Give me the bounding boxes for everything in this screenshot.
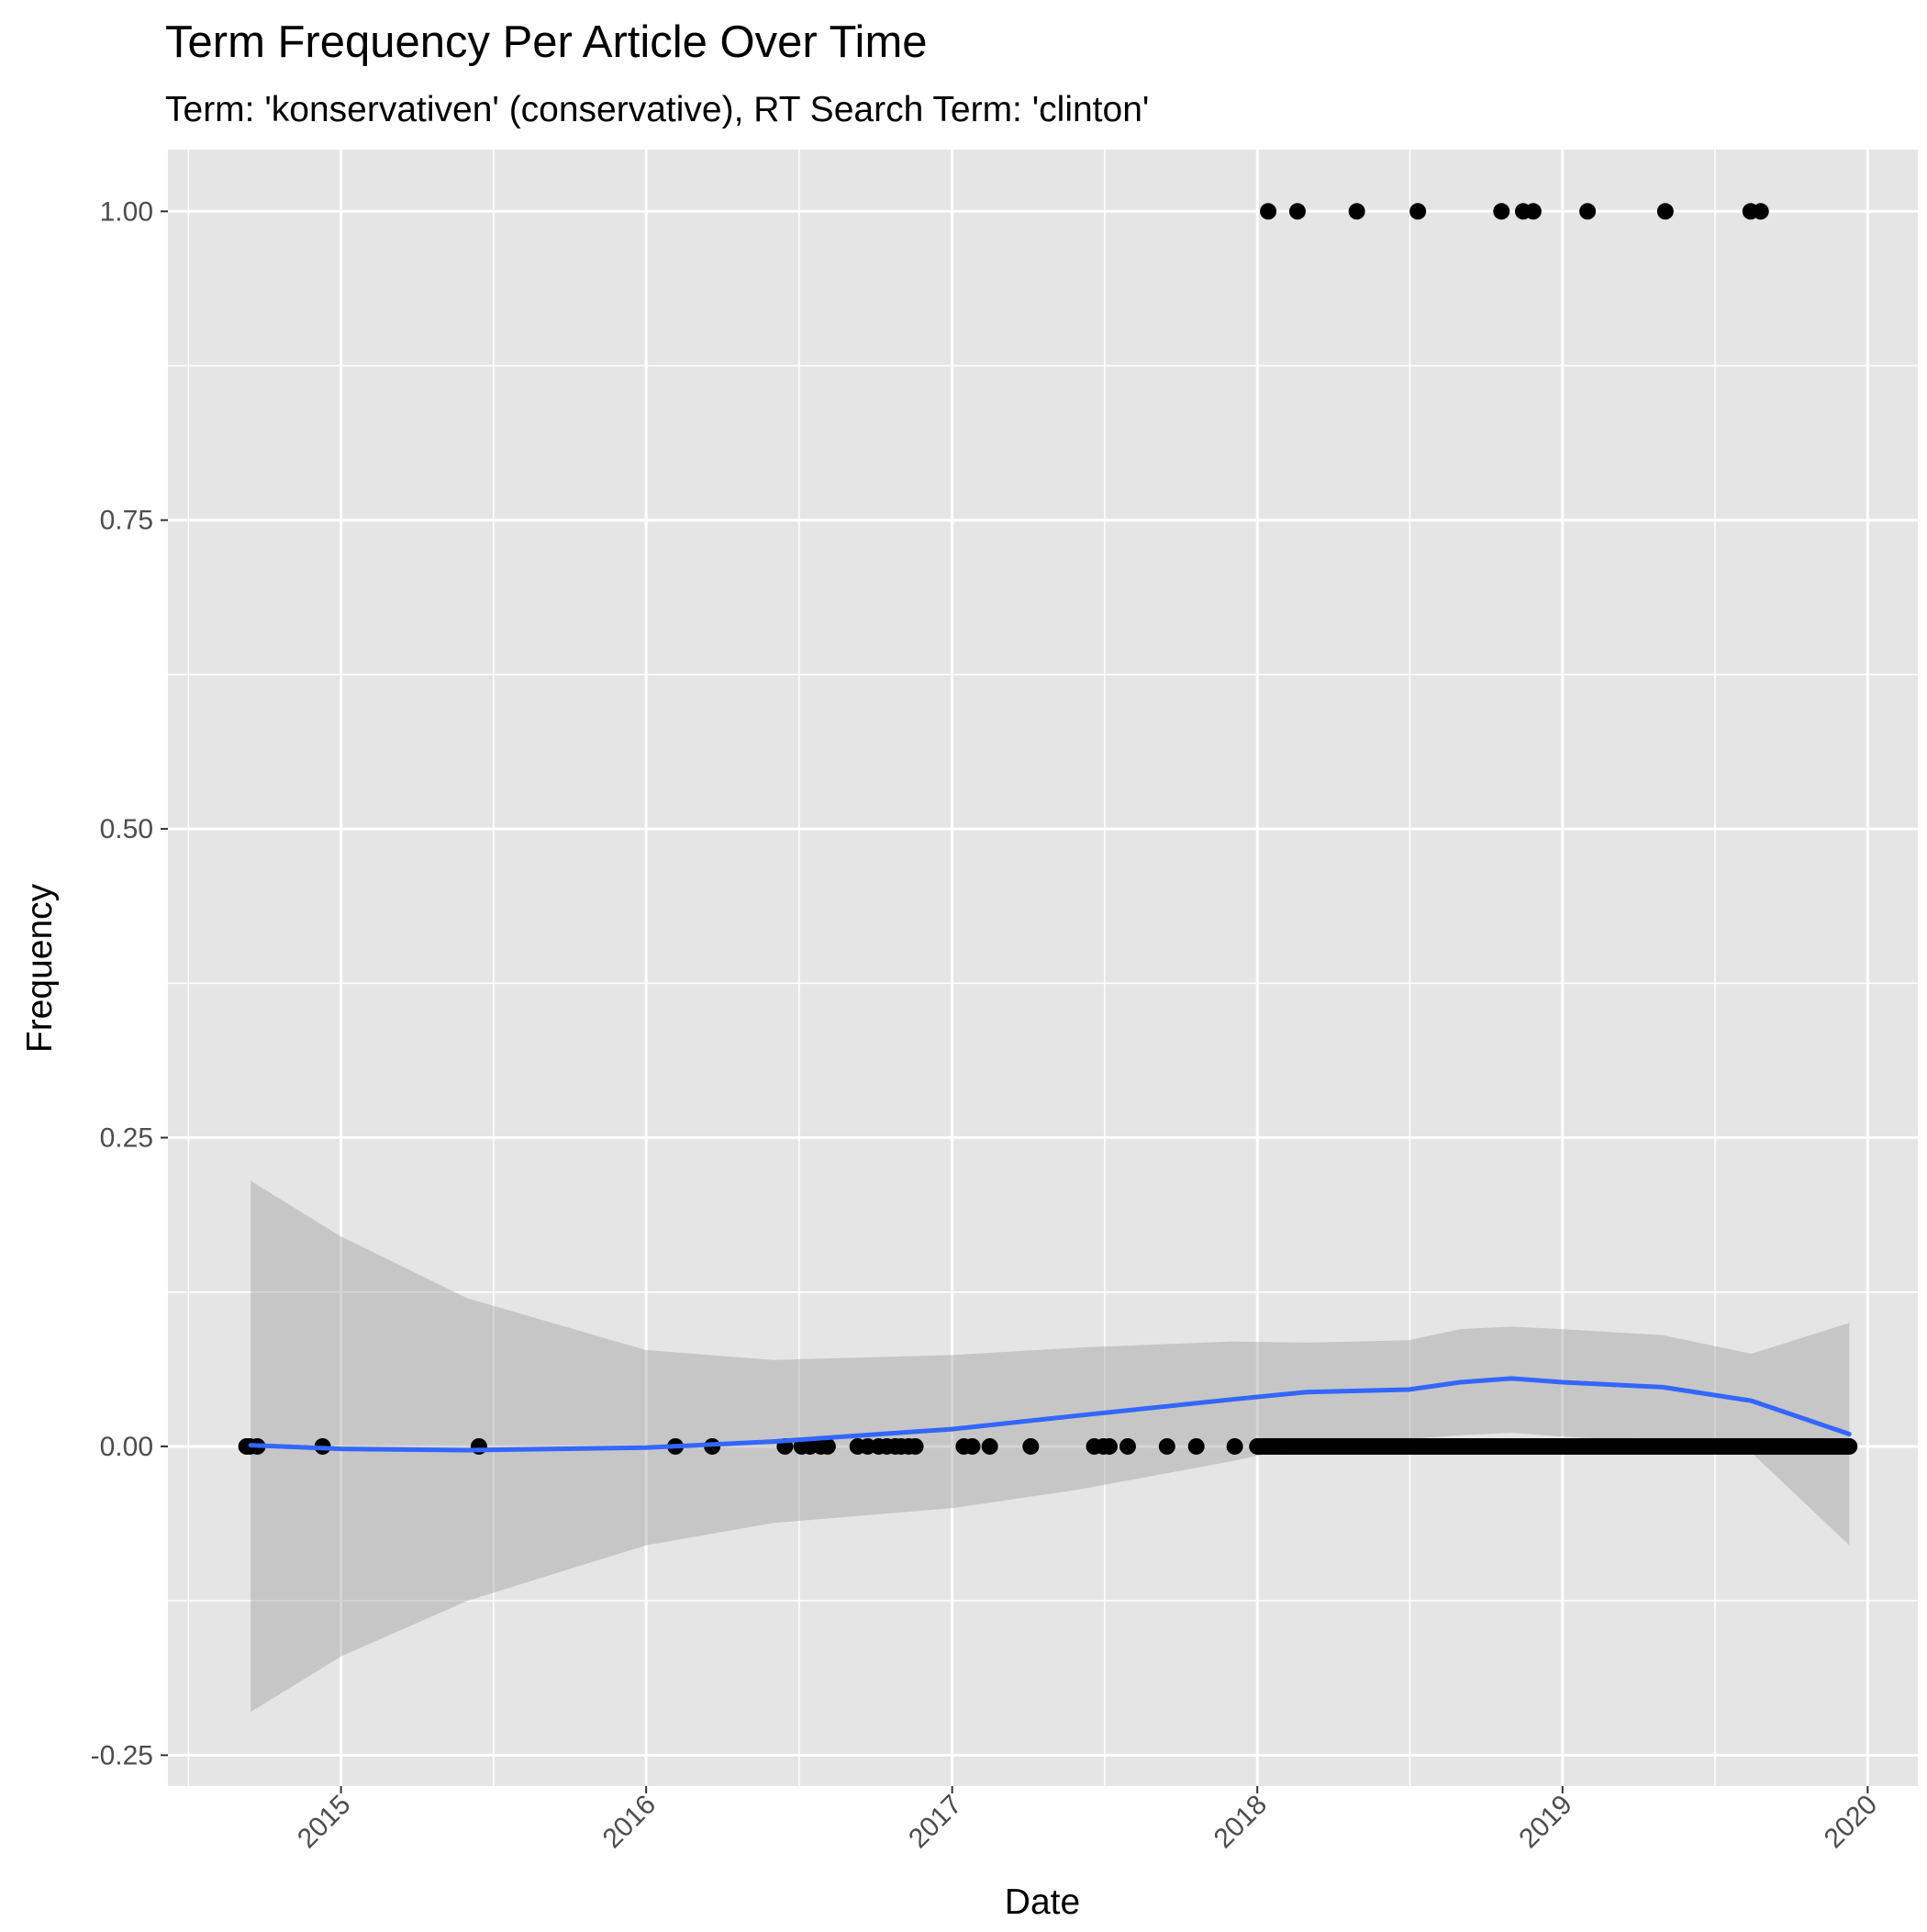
x-tick-label: 2018	[1209, 1790, 1274, 1855]
points-layer	[238, 203, 1858, 1455]
grid-minor	[168, 150, 1918, 1786]
data-point	[1752, 203, 1769, 220]
data-point	[1493, 203, 1510, 220]
x-axis-title: Date	[1005, 1882, 1080, 1922]
data-point	[1288, 203, 1306, 220]
data-point	[1656, 203, 1674, 220]
x-tick-label: 2020	[1819, 1790, 1884, 1855]
data-point	[1348, 203, 1365, 220]
x-tick-label: 2019	[1513, 1790, 1578, 1855]
chart-subtitle: Term: 'konservativen' (conservative), RT…	[165, 90, 1149, 129]
y-tick-label: 0.25	[100, 1123, 153, 1154]
y-axis: -0.25 0.00 0.25 0.50 0.75 1.00	[91, 196, 168, 1770]
data-point	[1022, 1437, 1040, 1455]
data-point	[964, 1437, 981, 1455]
x-axis: 2015 2016 2017 2018 2019 2020	[292, 1786, 1883, 1854]
data-point	[1158, 1437, 1175, 1455]
y-axis-title: Frequency	[20, 883, 60, 1053]
smooth-layer	[248, 1376, 1852, 1453]
data-point	[1409, 203, 1427, 220]
y-tick-label: -0.25	[91, 1740, 153, 1770]
data-point	[1119, 1437, 1136, 1455]
y-tick-label: 0.75	[100, 506, 153, 536]
x-tick-label: 2015	[292, 1790, 357, 1855]
data-point	[1187, 1437, 1205, 1455]
y-tick-label: 0.50	[100, 814, 153, 844]
data-point	[981, 1437, 998, 1455]
confidence-band	[251, 1180, 1850, 1713]
x-tick-label: 2016	[597, 1790, 663, 1855]
data-point	[1841, 1437, 1858, 1455]
data-point	[1524, 203, 1542, 220]
data-point	[819, 1437, 836, 1455]
data-point	[1260, 203, 1277, 220]
y-tick-label: 1.00	[100, 196, 153, 227]
data-point	[907, 1437, 924, 1455]
plot-panel	[168, 150, 1918, 1786]
data-point	[1226, 1437, 1243, 1455]
data-point	[1100, 1437, 1118, 1455]
confidence-band-layer	[251, 1180, 1850, 1713]
data-point	[1579, 203, 1597, 220]
y-tick-label: 0.00	[100, 1432, 153, 1462]
chart-title: Term Frequency Per Article Over Time	[165, 17, 928, 67]
smooth-line	[248, 1376, 1852, 1453]
x-tick-label: 2017	[903, 1790, 968, 1855]
